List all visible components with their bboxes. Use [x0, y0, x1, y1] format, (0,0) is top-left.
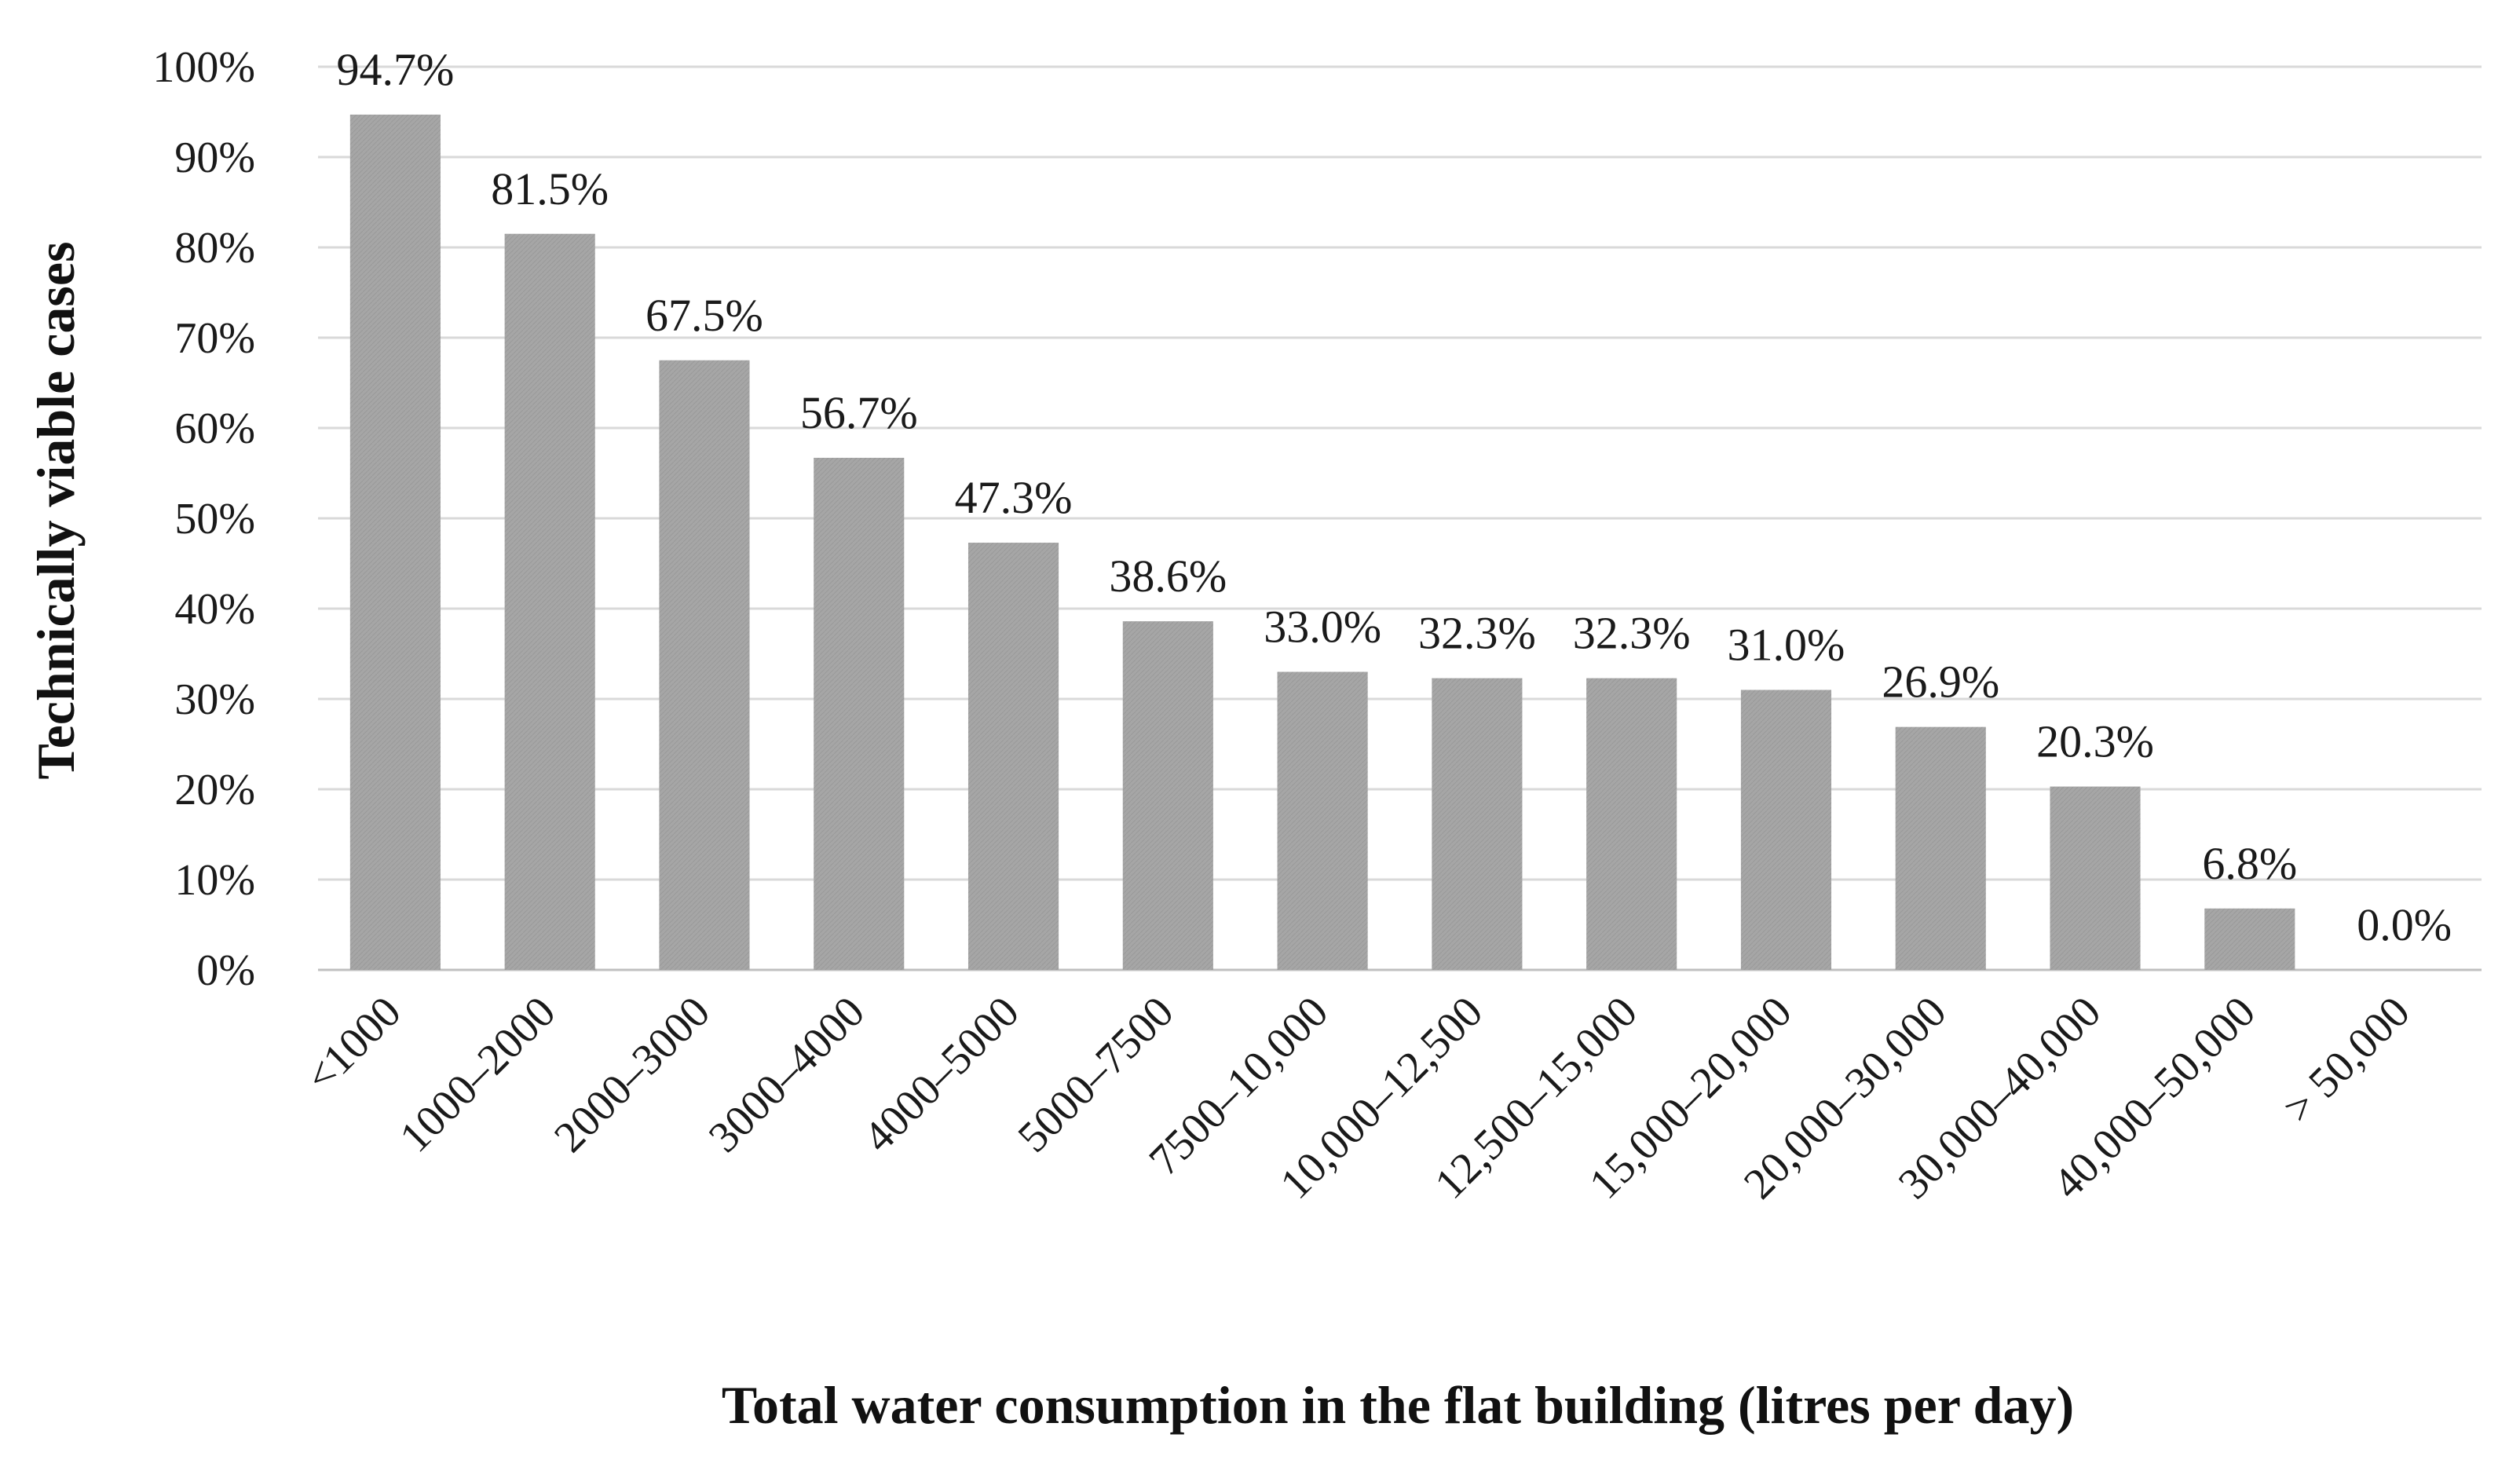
gridlines — [318, 65, 2482, 971]
x-tick-label: 3000–4000 — [700, 987, 874, 1162]
y-tick-label: 80% — [174, 224, 255, 273]
bar — [349, 114, 441, 971]
bar — [1586, 678, 1677, 970]
y-axis-ticks: 0% 10% 20% 30% 40% 50% 60% 70% 80% 90% 100% — [152, 43, 255, 995]
y-tick-label: 50% — [174, 495, 255, 543]
data-label: 6.8% — [2202, 838, 2297, 889]
bar — [504, 233, 595, 970]
bars — [349, 114, 2295, 971]
bar — [1432, 678, 1523, 970]
data-label: 33.0% — [1264, 602, 1381, 653]
data-label: 56.7% — [800, 387, 918, 438]
y-tick-label: 0% — [196, 946, 255, 995]
y-tick-label: 20% — [174, 766, 255, 814]
data-label: 94.7% — [336, 44, 454, 95]
data-label: 32.3% — [1573, 608, 1691, 659]
bar — [967, 543, 1059, 970]
y-tick-label: 10% — [174, 856, 255, 905]
data-label: 38.6% — [1109, 551, 1227, 602]
data-label: 20.3% — [2036, 716, 2154, 767]
bar — [814, 457, 905, 970]
x-axis-label: Total water consumption in the flat buil… — [722, 1375, 2074, 1435]
data-label: 81.5% — [491, 163, 609, 214]
bar — [2204, 908, 2295, 970]
y-tick-label: 70% — [174, 314, 255, 363]
data-labels: 94.7% 81.5% 67.5% 56.7% 47.3% 38.6% 33.0% 32.3%… — [336, 44, 2452, 950]
bar — [1122, 621, 1213, 970]
y-tick-label: 40% — [174, 585, 255, 634]
bar — [2050, 786, 2141, 970]
data-label: 0.0% — [2357, 899, 2452, 950]
y-tick-label: 60% — [174, 404, 255, 453]
data-label: 31.0% — [1728, 620, 1845, 671]
data-label: 26.9% — [1882, 657, 1999, 708]
y-axis-label: Technically viable cases — [26, 241, 86, 779]
y-tick-label: 100% — [152, 43, 255, 92]
bar — [1740, 690, 1832, 970]
x-tick-label: <1000 — [296, 987, 410, 1101]
data-label: 32.3% — [1418, 608, 1536, 659]
x-axis-ticks: <10001000–20002000–30003000–40004000–500… — [296, 987, 2419, 1208]
x-tick-label: 4000–5000 — [854, 987, 1029, 1162]
bar — [1895, 726, 1986, 970]
y-tick-label: 90% — [174, 134, 255, 182]
y-tick-label: 30% — [174, 675, 255, 724]
bar — [659, 360, 750, 970]
x-tick-label: 2000–3000 — [545, 987, 719, 1162]
data-label: 67.5% — [646, 290, 763, 341]
x-tick-label: > 50,000 — [2274, 987, 2419, 1132]
x-tick-label: 1000–2000 — [390, 987, 565, 1162]
data-label: 47.3% — [955, 472, 1073, 523]
bar — [1277, 671, 1368, 970]
